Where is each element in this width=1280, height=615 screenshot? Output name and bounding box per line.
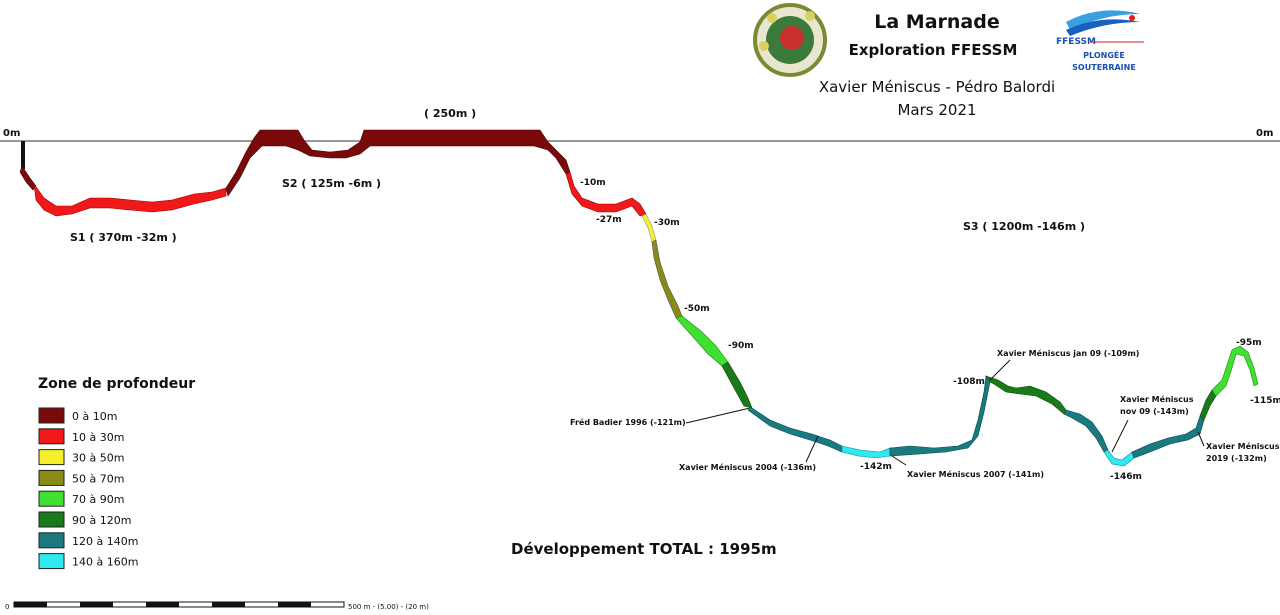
segment-120-140m-c [1063, 409, 1109, 453]
segment-90-120m-c [1199, 389, 1217, 421]
cave-profile [19, 129, 1259, 467]
scale-text: 500 m - (5.00) - (20 m) [348, 603, 429, 611]
date: Mars 2021 [897, 101, 976, 119]
depth-labels: -10m -27m -30m -50m -90m -108m -142m -14… [580, 178, 1280, 482]
annotation-xm-nov09-line1: Xavier Méniscus [1120, 394, 1194, 404]
segment-90-120m-b [985, 375, 1067, 415]
logo-caption-1: PLONGÉE [1083, 49, 1125, 60]
club-logo [753, 3, 827, 77]
legend-label: 90 à 120m [72, 514, 131, 527]
depth-label: -30m [654, 218, 680, 228]
legend-label: 0 à 10m [72, 410, 117, 423]
depth-label: -27m [596, 215, 622, 225]
segment-0-10m-climb [225, 129, 571, 197]
annotation-fred-badier: Fréd Badier 1996 (-121m) [570, 417, 686, 427]
segment-70-90m [675, 315, 729, 367]
scale-bar: 0 500 m - (5.00) - (20 m) [5, 601, 429, 611]
leader-line [1197, 431, 1205, 447]
segment-140-160m [841, 445, 891, 459]
ffessm-logo-text: FFESSM [1056, 37, 1096, 47]
legend-label: 140 à 160m [72, 556, 138, 569]
segment-90-120m [721, 361, 753, 409]
legend: Zone de profondeur 0 à 10m 10 à 30m 30 à 5… [38, 376, 195, 570]
legend-title: Zone de profondeur [38, 376, 195, 392]
section-top-label: ( 250m ) [424, 107, 476, 120]
depth-label: -115m [1250, 396, 1280, 406]
depth-label: -50m [684, 304, 710, 314]
section-s1-label: S1 ( 370m -32m ) [70, 231, 177, 244]
legend-label: 10 à 30m [72, 431, 124, 444]
depth-label: -95m [1236, 338, 1262, 348]
segment-70-90m-b [1211, 345, 1259, 397]
ffessm-logo: FFESSM PLONGÉE SOUTERRAINE [1056, 10, 1144, 72]
segment-120-140m-d [1131, 415, 1205, 459]
depth-label: -90m [728, 341, 754, 351]
legend-swatch [38, 449, 65, 466]
annotation-xm-2019-line1: Xavier Méniscus [1206, 441, 1280, 451]
segment-10-30m-s1 [33, 183, 227, 217]
annotations: Fréd Badier 1996 (-121m) Xavier Méniscus… [570, 348, 1280, 479]
surface-label-left: 0m [3, 128, 20, 139]
annotation-xm-nov09-line2: nov 09 (-143m) [1120, 407, 1189, 416]
legend-items: 0 à 10m 10 à 30m 30 à 50m 50 à 70m 70 à 90m 9… [38, 407, 138, 570]
surface-label-right: 0m [1256, 128, 1273, 139]
logo-caption-2: SOUTERRAINE [1072, 63, 1136, 72]
legend-swatch [38, 490, 65, 507]
legend-label: 30 à 50m [72, 452, 124, 465]
total-development: Développement TOTAL : 1995m [511, 540, 777, 558]
legend-swatch [38, 428, 65, 445]
segment-120-140m-b [889, 375, 991, 457]
annotation-xm-jan09: Xavier Méniscus jan 09 (-109m) [997, 348, 1139, 358]
depth-label: -10m [580, 178, 606, 188]
title: La Marnade [874, 11, 999, 33]
leader-line [891, 455, 907, 466]
leader-line [989, 359, 1011, 381]
segment-120-140m [747, 407, 843, 453]
segment-50-70m [651, 239, 683, 319]
scale-zero: 0 [5, 603, 9, 611]
depth-label: -146m [1110, 472, 1142, 482]
leader-line [685, 407, 751, 424]
leader-line [805, 435, 819, 463]
legend-label: 50 à 70m [72, 472, 124, 485]
legend-label: 70 à 90m [72, 493, 124, 506]
segment-0-10m [19, 165, 37, 191]
legend-swatch [38, 532, 65, 549]
subtitle: Exploration FFESSM [849, 41, 1018, 59]
legend-swatch [38, 407, 65, 424]
depth-label: -108m [953, 377, 985, 387]
annotation-xm-2007: Xavier Méniscus 2007 (-141m) [907, 469, 1044, 479]
leader-line [1111, 419, 1129, 453]
header: La Marnade Exploration FFESSM Xavier Mén… [753, 3, 1144, 119]
authors: Xavier Méniscus - Pédro Balordi [819, 78, 1055, 96]
legend-swatch [38, 511, 65, 528]
depth-label: -142m [860, 462, 892, 472]
annotation-xm-2019-line2: 2019 (-132m) [1206, 454, 1267, 463]
legend-label: 120 à 140m [72, 535, 138, 548]
annotation-xm-2004: Xavier Méniscus 2004 (-136m) [679, 462, 816, 472]
section-s2-label: S2 ( 125m -6m ) [282, 177, 381, 190]
segment-10-30m-s3 [565, 171, 647, 217]
segment-140-160m-b [1103, 449, 1135, 467]
legend-swatch [38, 469, 65, 486]
section-s3-label: S3 ( 1200m -146m ) [963, 220, 1085, 233]
entrance-shaft [21, 141, 25, 169]
legend-swatch [38, 553, 65, 570]
